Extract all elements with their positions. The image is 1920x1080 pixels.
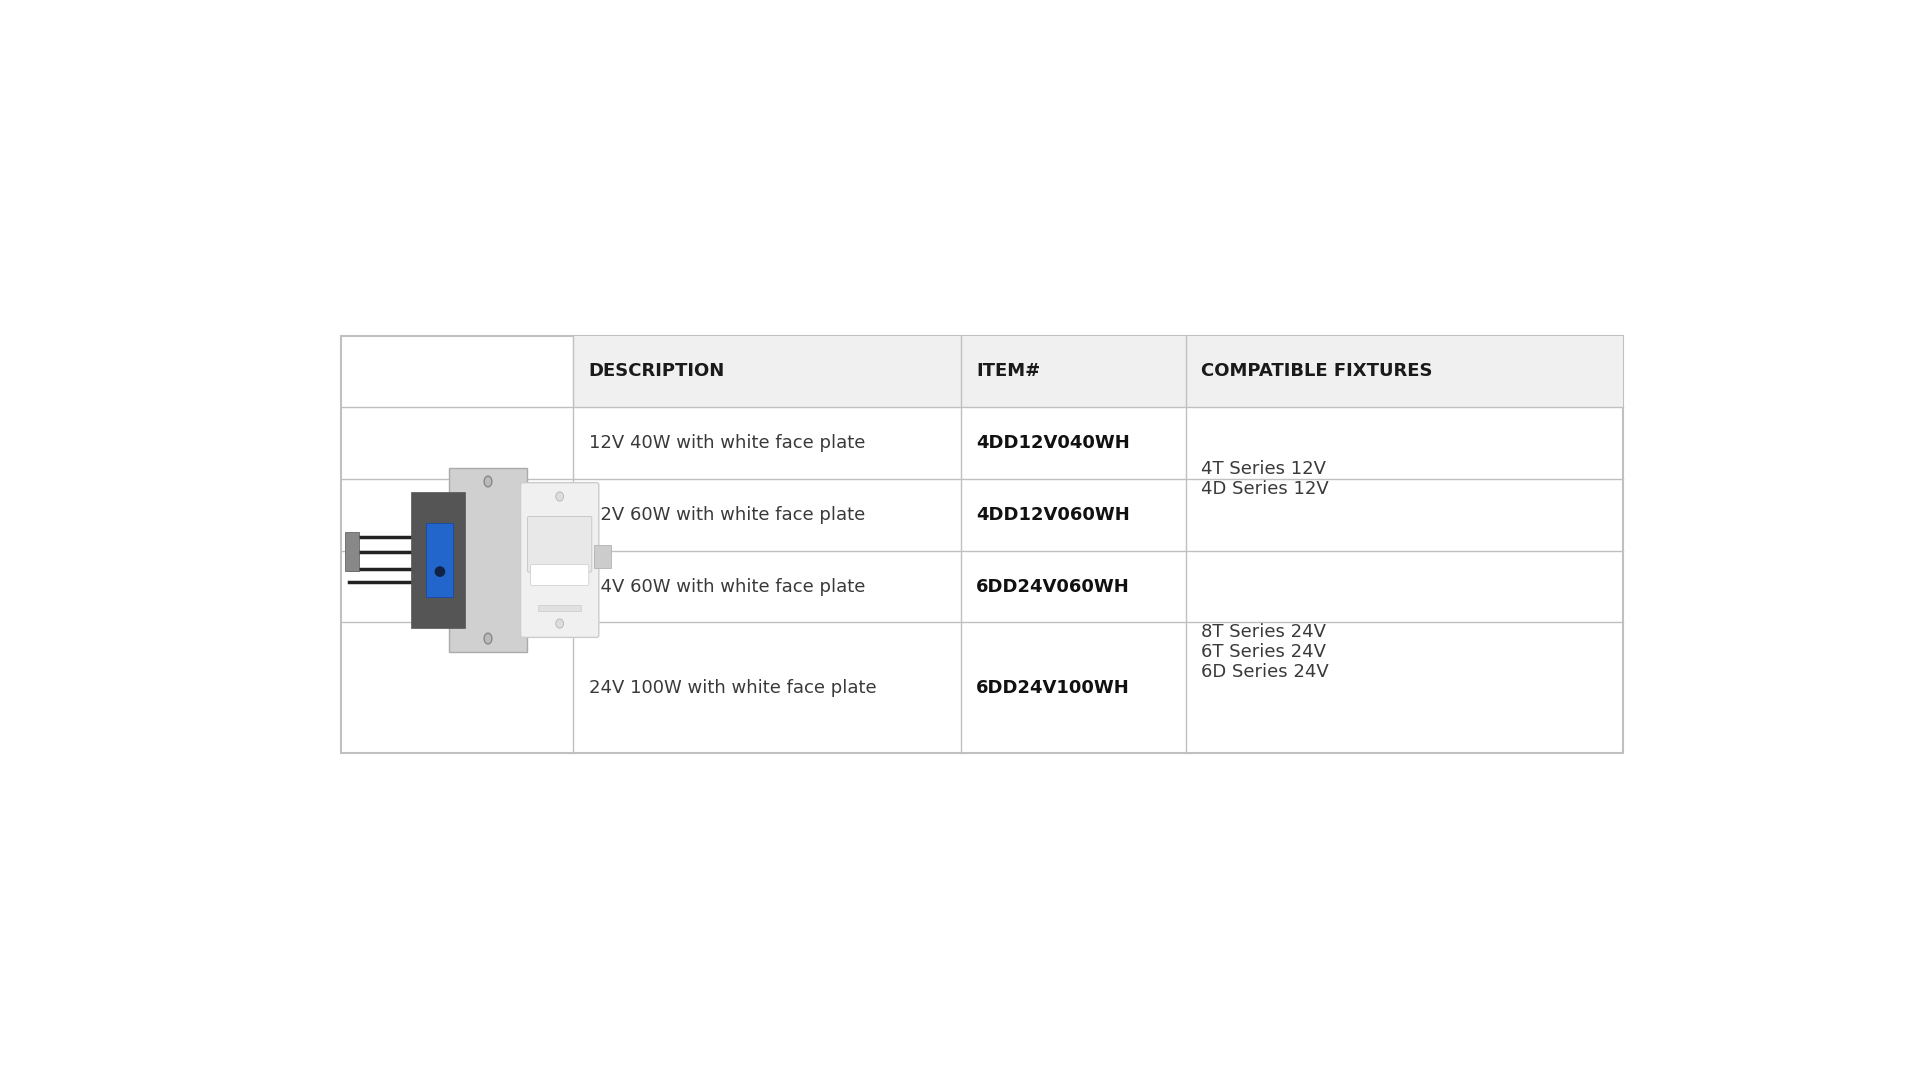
Text: 8T Series 24V: 8T Series 24V [1202, 623, 1327, 642]
FancyBboxPatch shape [528, 516, 591, 572]
Text: 24V 100W with white face plate: 24V 100W with white face plate [589, 679, 876, 697]
Bar [449, 468, 526, 652]
Bar [574, 336, 1624, 407]
Bar [340, 336, 1624, 754]
Text: 24V 60W with white face plate: 24V 60W with white face plate [589, 578, 866, 595]
Text: 6DD24V100WH: 6DD24V100WH [975, 679, 1131, 697]
Ellipse shape [555, 491, 564, 501]
Bar [411, 492, 465, 627]
Bar [593, 545, 611, 568]
Text: 6DD24V060WH: 6DD24V060WH [975, 578, 1131, 595]
Bar [426, 523, 453, 597]
Text: 4DD12V060WH: 4DD12V060WH [975, 507, 1131, 524]
Bar [344, 532, 359, 571]
Text: 4T Series 12V: 4T Series 12V [1202, 460, 1327, 477]
Text: 4D Series 12V: 4D Series 12V [1202, 480, 1329, 498]
Text: 12V 40W with white face plate: 12V 40W with white face plate [589, 434, 866, 453]
Text: 6D Series 24V: 6D Series 24V [1202, 663, 1329, 681]
Bar [538, 605, 582, 611]
Ellipse shape [555, 619, 564, 629]
Text: 4DD12V040WH: 4DD12V040WH [975, 434, 1131, 453]
Text: COMPATIBLE FIXTURES: COMPATIBLE FIXTURES [1202, 363, 1432, 380]
Ellipse shape [484, 633, 492, 644]
Ellipse shape [484, 476, 492, 487]
Text: ITEM#: ITEM# [975, 363, 1041, 380]
FancyBboxPatch shape [530, 565, 589, 585]
Text: 6T Series 24V: 6T Series 24V [1202, 643, 1327, 661]
Text: KICHLER: KICHLER [547, 591, 572, 595]
Text: 12V 60W with white face plate: 12V 60W with white face plate [589, 507, 866, 524]
FancyBboxPatch shape [520, 483, 599, 637]
Text: DESCRIPTION: DESCRIPTION [589, 363, 726, 380]
Circle shape [436, 567, 445, 577]
